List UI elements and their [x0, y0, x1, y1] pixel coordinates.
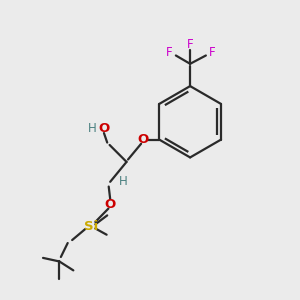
Text: F: F	[166, 46, 172, 59]
Text: F: F	[187, 38, 194, 51]
Text: F: F	[209, 46, 216, 59]
Text: H: H	[88, 122, 97, 135]
Text: O: O	[98, 122, 109, 135]
Text: H: H	[118, 175, 127, 188]
Text: Si: Si	[84, 220, 99, 233]
Text: O: O	[137, 133, 148, 146]
Text: O: O	[105, 198, 116, 211]
